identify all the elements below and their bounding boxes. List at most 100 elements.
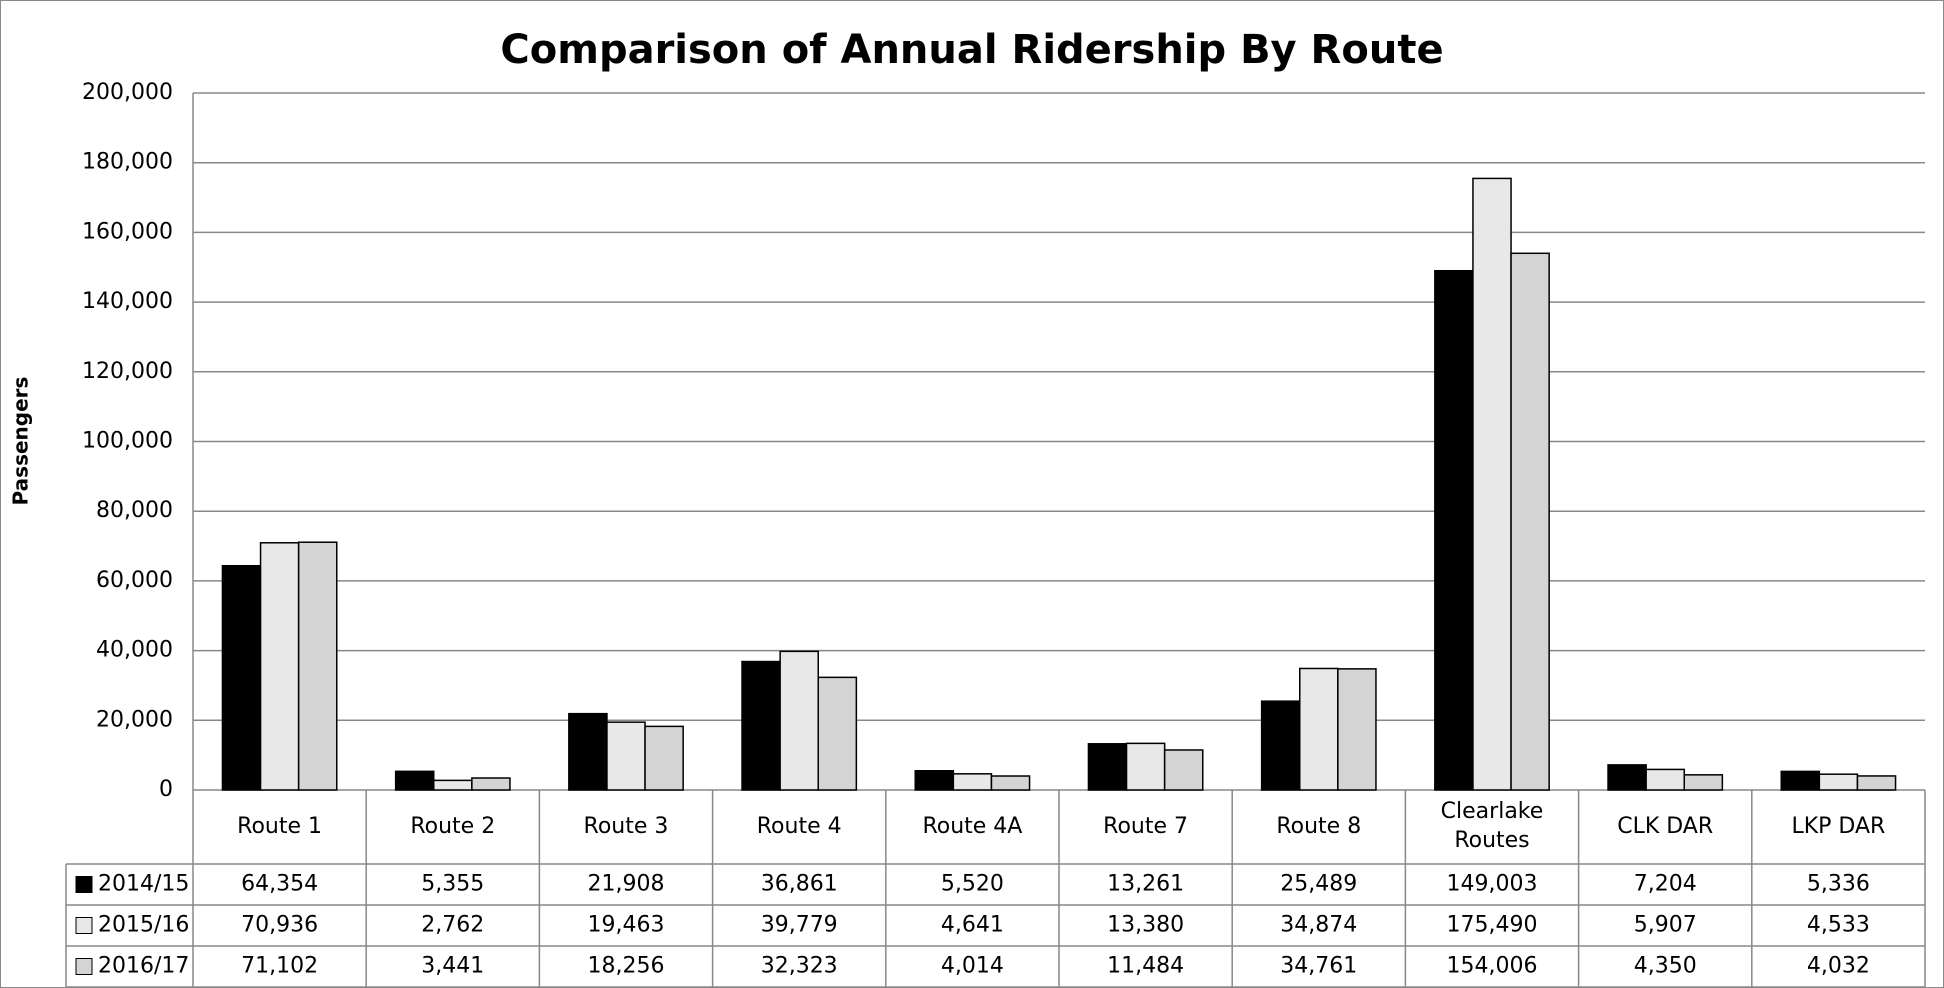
x-tick-label: LKP DAR (1791, 813, 1886, 839)
table-value: 7,204 (1634, 872, 1697, 897)
table-value: 4,014 (941, 954, 1004, 979)
x-tick-label: Route 4A (922, 813, 1023, 839)
table-value: 5,336 (1807, 872, 1870, 897)
table-value: 4,533 (1807, 913, 1870, 938)
bar (432, 779, 473, 791)
legend-label: 2014/15 (98, 872, 189, 897)
bar (1260, 700, 1301, 791)
y-tick-label: 180,000 (82, 150, 173, 175)
y-tick-label: 60,000 (96, 568, 173, 593)
table-value: 36,861 (761, 872, 838, 897)
table-value: 21,908 (588, 872, 665, 897)
bar (1856, 775, 1897, 791)
legend-swatch (75, 917, 93, 934)
table-value: 2,762 (421, 913, 484, 938)
bar (297, 541, 338, 791)
bar (779, 650, 820, 791)
category-cell: Route 7 (1103, 813, 1189, 839)
table-value: 34,874 (1280, 913, 1357, 938)
bar (1298, 667, 1339, 791)
bar (741, 660, 781, 791)
table-value: 70,936 (241, 913, 318, 938)
category-cell: CLK DAR (1617, 813, 1714, 839)
table-value: 4,350 (1634, 954, 1697, 979)
table-value: 154,006 (1447, 954, 1538, 979)
table-value: 5,520 (941, 872, 1004, 897)
table-value: 149,003 (1447, 872, 1538, 897)
y-tick-label: 20,000 (96, 707, 173, 732)
y-axis-label: Passengers (9, 377, 33, 506)
bar (1780, 770, 1821, 791)
x-tick-label: Route 8 (1276, 813, 1362, 839)
table-value: 13,380 (1107, 913, 1184, 938)
bar (990, 775, 1031, 791)
bar (471, 777, 511, 791)
x-tick-label: Clearlake Routes (1440, 799, 1544, 853)
table-value: 64,354 (241, 872, 318, 897)
bar (1510, 252, 1550, 791)
legend-label: 2016/17 (98, 954, 189, 979)
bar (259, 542, 300, 791)
y-tick-label: 40,000 (96, 638, 173, 663)
table-value: 11,484 (1107, 954, 1184, 979)
category-cell: Route 4A (922, 813, 1023, 839)
bar (1125, 742, 1166, 791)
y-tick-label: 80,000 (96, 498, 173, 523)
category-cell: Clearlake Routes (1440, 799, 1544, 853)
y-tick-label: 140,000 (82, 289, 173, 314)
category-cell: Route 2 (410, 813, 496, 839)
y-tick-label: 100,000 (82, 429, 173, 454)
category-cell: Route 1 (237, 813, 323, 839)
legend-swatch (75, 876, 93, 893)
table-value: 25,489 (1280, 872, 1357, 897)
bar (606, 721, 646, 791)
bar (568, 712, 608, 791)
chart-title: Comparison of Annual Ridership By Route (500, 27, 1443, 73)
x-tick-label: Route 7 (1103, 813, 1189, 839)
bar (1818, 773, 1859, 791)
bar (1163, 749, 1204, 791)
bar (1087, 743, 1128, 791)
bar (644, 725, 684, 791)
bar (1337, 668, 1377, 791)
bar (817, 676, 858, 791)
x-tick-label: CLK DAR (1617, 813, 1714, 839)
category-cell: LKP DAR (1791, 813, 1886, 839)
bar (952, 773, 993, 791)
y-tick-label: 160,000 (82, 219, 173, 244)
bar (1472, 177, 1512, 791)
x-tick-label: Route 4 (756, 813, 842, 839)
y-tick-label: 0 (159, 777, 173, 802)
table-value: 175,490 (1447, 913, 1538, 938)
table-value: 13,261 (1107, 872, 1184, 897)
table-value: 71,102 (241, 954, 318, 979)
table-value: 18,256 (588, 954, 665, 979)
x-tick-label: Route 3 (583, 813, 669, 839)
category-cell: Route 8 (1276, 813, 1362, 839)
bar (221, 564, 262, 791)
table-value: 39,779 (761, 913, 838, 938)
bar (1434, 269, 1474, 791)
bar (1645, 768, 1686, 791)
table-value: 3,441 (421, 954, 484, 979)
category-cell: Route 3 (583, 813, 669, 839)
legend-label: 2015/16 (98, 913, 189, 938)
y-tick-label: 200,000 (82, 80, 173, 105)
legend-swatch (75, 958, 93, 975)
x-tick-label: Route 2 (410, 813, 496, 839)
table-value: 32,323 (761, 954, 838, 979)
table-value: 4,641 (941, 913, 1004, 938)
x-tick-label: Route 1 (237, 813, 323, 839)
table-value: 5,355 (421, 872, 484, 897)
category-cell: Route 4 (756, 813, 842, 839)
bar (394, 770, 435, 791)
table-value: 4,032 (1807, 954, 1870, 979)
bar (914, 770, 955, 791)
table-value: 19,463 (588, 913, 665, 938)
table-value: 34,761 (1280, 954, 1357, 979)
bar (1683, 774, 1724, 791)
table-value: 5,907 (1634, 913, 1697, 938)
bar (1607, 764, 1647, 791)
